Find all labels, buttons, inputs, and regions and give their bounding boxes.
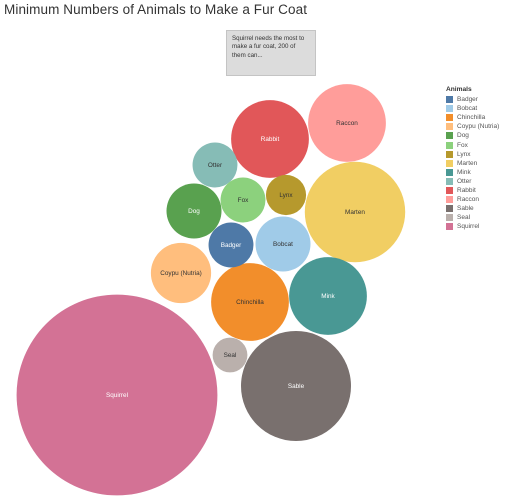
legend-item-raccon[interactable]: Raccon <box>446 195 526 204</box>
legend-swatch <box>446 105 453 113</box>
legend-label: Badger <box>457 96 478 104</box>
bubble-lynx[interactable] <box>265 174 307 216</box>
chart-title: Minimum Numbers of Animals to Make a Fur… <box>4 2 308 17</box>
legend-item-marten[interactable]: Marten <box>446 159 526 168</box>
bubble-label-otter: Otter <box>208 162 223 169</box>
legend-swatch <box>446 96 453 104</box>
legend-label: Seal <box>457 214 471 222</box>
legend-swatch <box>446 141 453 149</box>
legend-title: Animals <box>446 86 472 93</box>
legend-swatch <box>446 177 453 185</box>
legend-item-rabbit[interactable]: Rabbit <box>446 186 526 195</box>
bubble-label-seal: Seal <box>224 352 237 359</box>
bubble-rabbit[interactable] <box>231 100 309 178</box>
legend-item-bobcat[interactable]: Bobcat <box>446 104 526 113</box>
legend-label: Otter <box>457 177 472 185</box>
bubble-label-coypu-nutria: Coypu (Nutria) <box>160 270 202 277</box>
legend-label: Rabbit <box>457 186 476 194</box>
legend-swatch <box>446 123 453 131</box>
legend-swatch <box>446 214 453 222</box>
legend-item-coypu-nutria[interactable]: Coypu (Nutria) <box>446 122 526 131</box>
legend-swatch <box>446 196 453 204</box>
legend-item-otter[interactable]: Otter <box>446 177 526 186</box>
bubble-label-sable: Sable <box>288 383 305 390</box>
legend-label: Dog <box>457 132 469 140</box>
annotation-tooltip: Squirrel needs the most to make a fur co… <box>226 30 316 76</box>
legend-swatch <box>446 114 453 122</box>
bubble-dog[interactable] <box>166 183 222 239</box>
legend-item-lynx[interactable]: Lynx <box>446 150 526 159</box>
bubble-label-rabbit: Rabbit <box>261 136 280 143</box>
legend-item-chinchilla[interactable]: Chinchilla <box>446 113 526 122</box>
bubble-bobcat[interactable] <box>255 216 311 272</box>
legend-item-mink[interactable]: Mink <box>446 168 526 177</box>
bubble-label-dog: Dog <box>188 208 200 215</box>
bubble-label-lynx: Lynx <box>279 192 293 199</box>
bubble-label-squirrel: Squirrel <box>106 392 128 399</box>
legend-swatch <box>446 223 453 231</box>
bubble-label-bobcat: Bobcat <box>273 241 293 248</box>
legend-item-squirrel[interactable]: Squirrel <box>446 222 526 231</box>
bubble-chinchilla[interactable] <box>211 263 289 341</box>
legend-swatch <box>446 205 453 213</box>
legend-label: Squirrel <box>457 223 480 231</box>
bubble-coypu-nutria[interactable] <box>150 242 212 304</box>
legend-label: Raccon <box>457 196 480 204</box>
bubble-label-badger: Badger <box>221 242 242 249</box>
legend-label: Sable <box>457 205 474 213</box>
bubble-badger[interactable] <box>208 222 254 268</box>
bubble-label-mink: Mink <box>321 293 335 300</box>
bubble-label-raccon: Raccon <box>336 120 358 127</box>
legend-swatch <box>446 168 453 176</box>
bubble-marten[interactable] <box>304 161 406 263</box>
legend-label: Fox <box>457 141 468 149</box>
legend-label: Mink <box>457 168 471 176</box>
bubble-seal[interactable] <box>212 337 248 373</box>
legend-swatch <box>446 186 453 194</box>
legend-label: Lynx <box>457 150 471 158</box>
legend-label: Coypu (Nutria) <box>457 123 500 131</box>
legend-item-seal[interactable]: Seal <box>446 213 526 222</box>
legend-swatch <box>446 132 453 140</box>
legend-label: Bobcat <box>457 105 478 113</box>
legend-item-badger[interactable]: Badger <box>446 95 526 104</box>
bubble-raccon[interactable] <box>308 84 386 162</box>
legend-swatch <box>446 159 453 167</box>
legend-label: Marten <box>457 159 478 167</box>
bubble-fox[interactable] <box>220 177 266 223</box>
bubble-mink[interactable] <box>289 257 367 335</box>
bubble-label-fox: Fox <box>238 197 249 204</box>
legend-item-dog[interactable]: Dog <box>446 131 526 140</box>
legend-item-sable[interactable]: Sable <box>446 204 526 213</box>
legend-swatch <box>446 150 453 158</box>
legend: Animals Badger Bobcat Chinchilla Coypu (Nut… <box>446 86 526 231</box>
bubble-otter[interactable] <box>192 142 238 188</box>
bubble-label-marten: Marten <box>345 209 365 216</box>
legend-item-fox[interactable]: Fox <box>446 140 526 149</box>
bubble-label-chinchilla: Chinchilla <box>236 299 264 306</box>
bubble-sable[interactable] <box>241 331 351 441</box>
legend-label: Chinchilla <box>457 114 486 122</box>
bubble-squirrel[interactable] <box>16 294 218 496</box>
